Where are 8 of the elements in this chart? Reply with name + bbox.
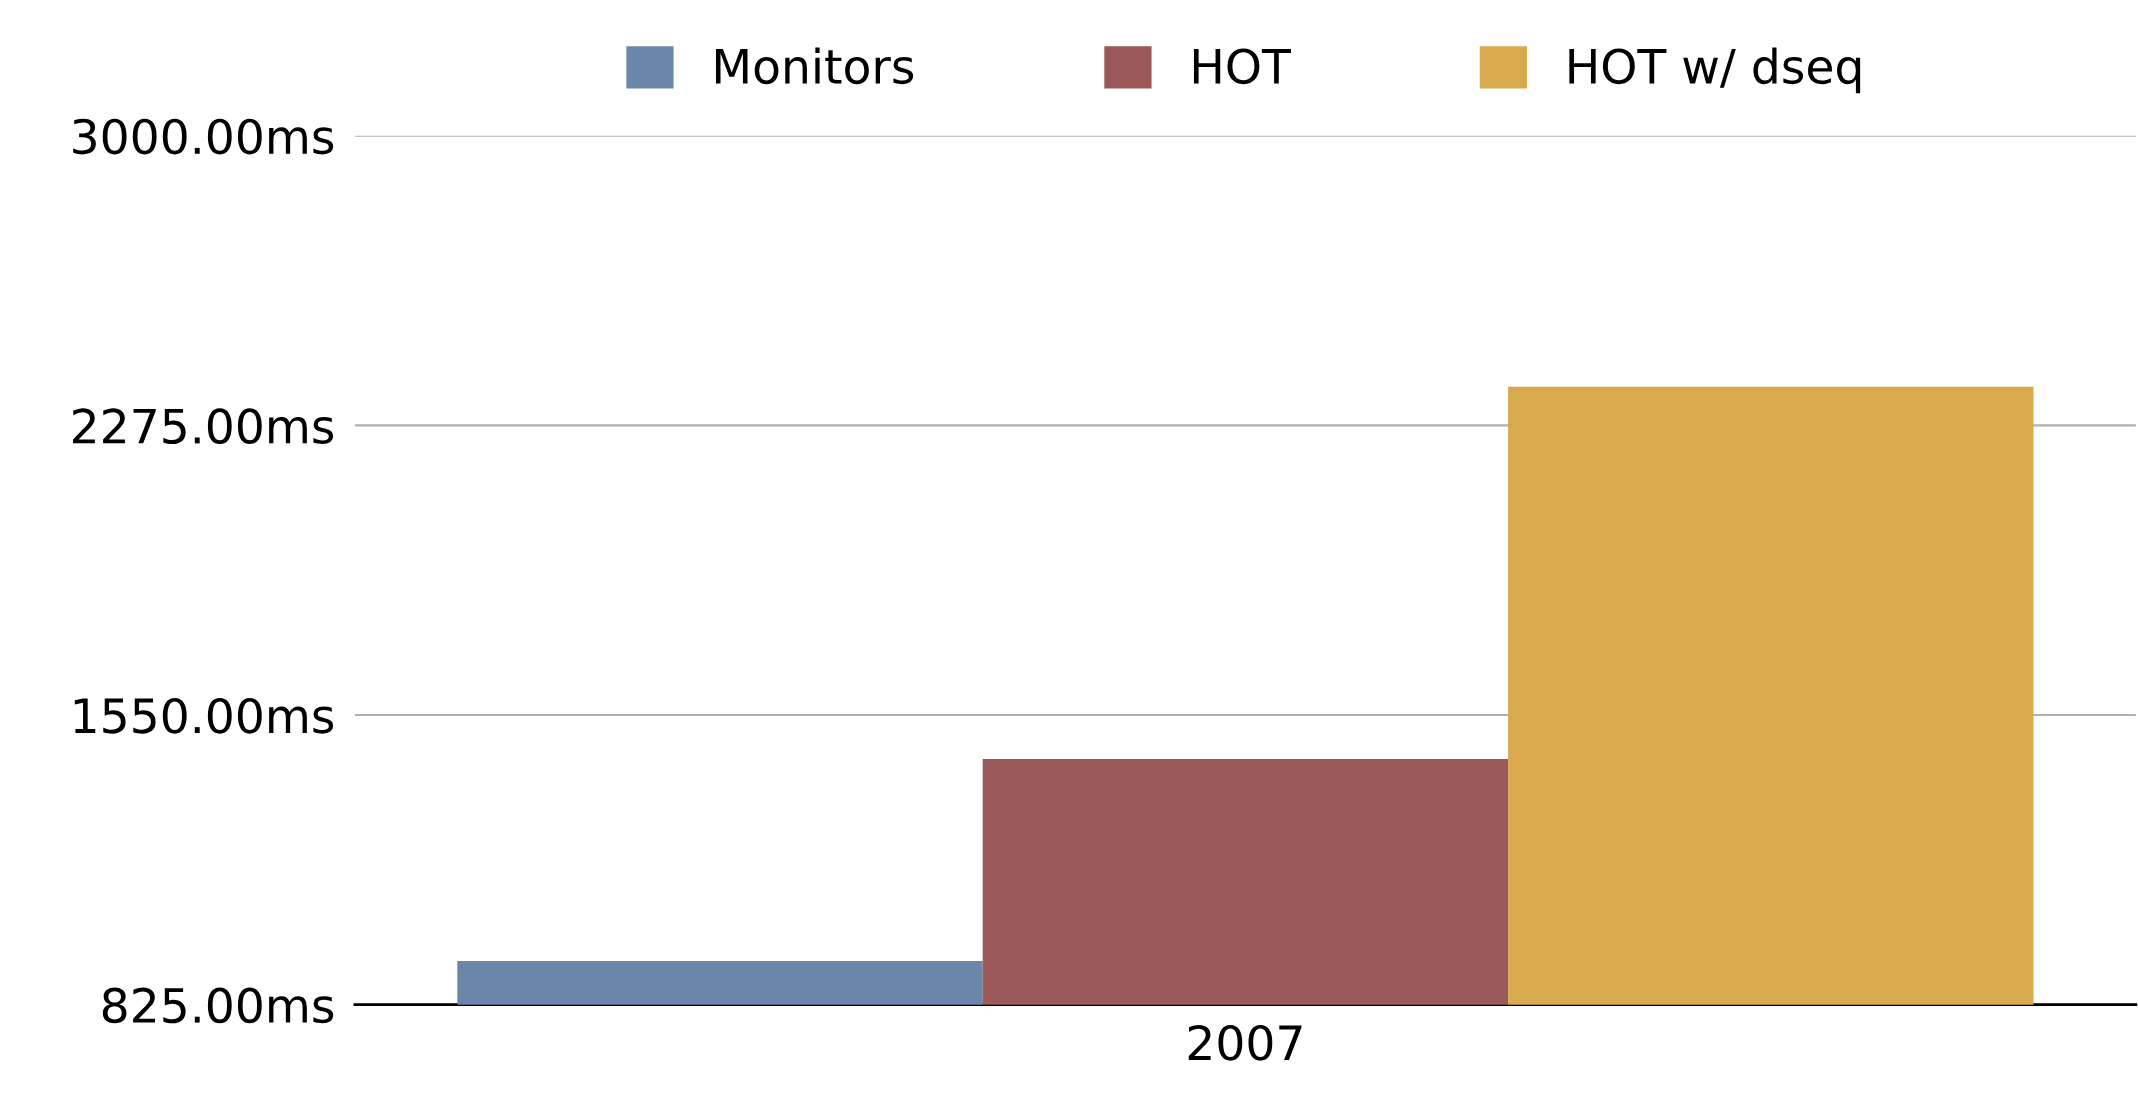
legend-label: HOT w/ dseq [1569, 47, 1861, 94]
y-tick-label: 2275.00ms [73, 408, 334, 445]
y-tick-label: 825.00ms [102, 987, 334, 1024]
y-tick-label: 3000.00ms [73, 118, 334, 155]
y-tick-label: 1550.00ms [74, 697, 334, 734]
x-tick-label: 2007 [1188, 1024, 1302, 1061]
legend-label: HOT [1193, 48, 1291, 85]
legend-label: Monitors [715, 47, 914, 85]
